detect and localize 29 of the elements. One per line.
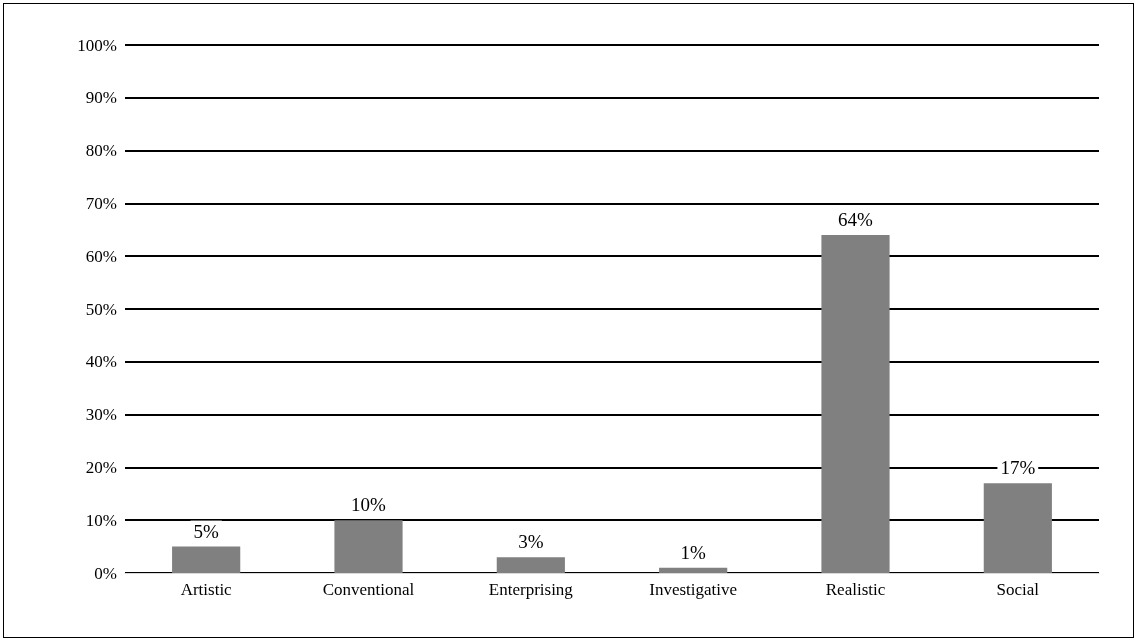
bar (496, 557, 565, 573)
x-tick-label: Conventional (322, 580, 415, 599)
y-tick-label: 0% (94, 563, 117, 583)
bar (659, 567, 728, 573)
data-label: 3% (518, 531, 544, 553)
data-label: 64% (838, 209, 874, 231)
x-tick-label: Social (996, 580, 1040, 599)
data-label: 10% (351, 494, 387, 516)
bar (334, 520, 403, 573)
y-tick-label: 50% (85, 299, 117, 319)
x-tick-label: Investigative (649, 580, 738, 599)
bar (821, 235, 890, 573)
bar (983, 483, 1052, 573)
x-tick-label: Realistic (825, 580, 886, 599)
bar (172, 546, 241, 573)
y-tick-label: 80% (85, 141, 117, 161)
x-tick-label: Enterprising (488, 580, 574, 599)
y-tick-label: 100% (77, 35, 117, 55)
data-label: 17% (1000, 457, 1036, 479)
y-tick-label: 90% (85, 88, 117, 108)
y-tick-label: 40% (85, 352, 117, 372)
y-tick-label: 30% (85, 405, 117, 425)
y-tick-label: 70% (85, 193, 117, 213)
y-tick-label: 10% (85, 510, 117, 530)
y-tick-label: 20% (85, 457, 117, 477)
data-label: 1% (680, 541, 706, 563)
x-tick-label: Artistic (180, 580, 233, 599)
data-label: 5% (193, 520, 219, 542)
y-tick-label: 60% (85, 246, 117, 266)
